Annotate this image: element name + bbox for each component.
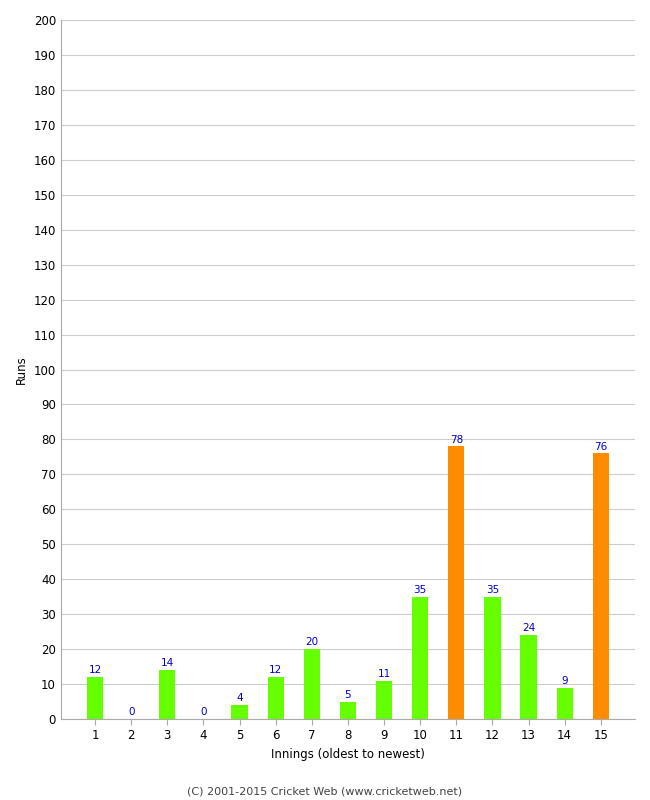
Bar [268, 677, 284, 719]
Bar [304, 649, 320, 719]
Text: 0: 0 [128, 707, 135, 718]
Bar [556, 687, 573, 719]
Bar [87, 677, 103, 719]
Bar [231, 705, 248, 719]
Bar [376, 681, 392, 719]
Text: 35: 35 [486, 585, 499, 595]
Y-axis label: Runs: Runs [15, 355, 28, 384]
Text: 9: 9 [562, 676, 568, 686]
Text: 0: 0 [200, 707, 207, 718]
Bar [340, 702, 356, 719]
Bar [159, 670, 176, 719]
Text: 76: 76 [594, 442, 607, 452]
Text: 12: 12 [88, 666, 101, 675]
Bar [448, 446, 464, 719]
Text: 78: 78 [450, 434, 463, 445]
X-axis label: Innings (oldest to newest): Innings (oldest to newest) [271, 748, 425, 761]
Text: (C) 2001-2015 Cricket Web (www.cricketweb.net): (C) 2001-2015 Cricket Web (www.cricketwe… [187, 786, 463, 796]
Bar [521, 635, 537, 719]
Bar [412, 597, 428, 719]
Text: 11: 11 [378, 669, 391, 679]
Bar [484, 597, 500, 719]
Text: 20: 20 [306, 638, 318, 647]
Text: 4: 4 [236, 694, 243, 703]
Text: 14: 14 [161, 658, 174, 668]
Bar [593, 454, 609, 719]
Text: 24: 24 [522, 623, 535, 634]
Text: 12: 12 [269, 666, 282, 675]
Text: 35: 35 [413, 585, 427, 595]
Text: 5: 5 [344, 690, 351, 700]
